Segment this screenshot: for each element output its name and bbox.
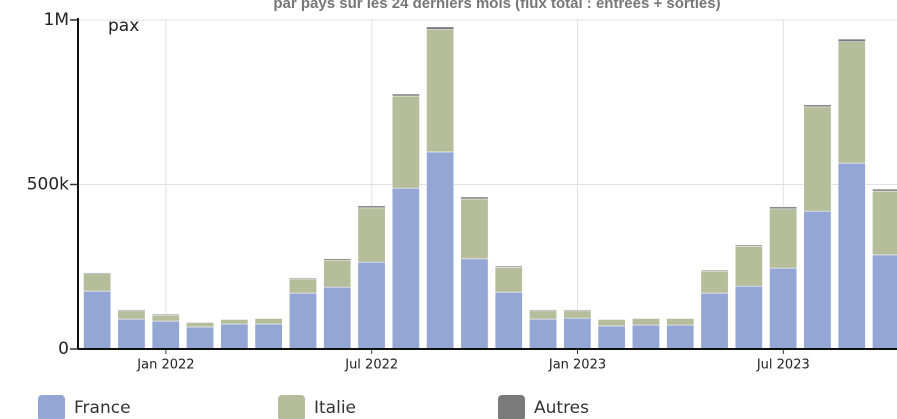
bar-segment [151, 314, 180, 322]
bar-segment [254, 323, 283, 350]
legend-swatch [38, 395, 65, 419]
bar-segment [700, 270, 729, 294]
bar-segment [494, 267, 523, 293]
bar-segment [460, 258, 489, 350]
y-tick-label: 500k [27, 175, 69, 195]
bar-segment [323, 258, 352, 261]
bar-segment [426, 151, 455, 350]
bar-segment [220, 318, 249, 320]
bar-segment [803, 210, 832, 350]
bar-segment [254, 318, 283, 325]
bar-segment [872, 254, 897, 350]
bar-segment [117, 318, 146, 350]
bar-segment [872, 190, 897, 256]
bar-segment [529, 310, 557, 320]
legend-label: Italie [314, 398, 356, 418]
y-tick-label: 0 [58, 339, 69, 359]
bar-segment [666, 324, 695, 350]
bar-segment [323, 259, 352, 288]
bar-segment [426, 29, 455, 153]
bar-segment [494, 265, 523, 268]
bar-segment [803, 106, 832, 212]
bar-segment [357, 205, 386, 209]
bar-segment [151, 320, 180, 350]
bar-segment [220, 319, 249, 325]
bar-segment [837, 38, 866, 42]
bar-segment [837, 162, 866, 350]
bar-segment [666, 317, 695, 319]
bar-segment [563, 309, 592, 312]
bar-segment [391, 93, 420, 97]
bar-segment [632, 317, 660, 319]
bar-segment [494, 291, 523, 350]
bar-segment [323, 286, 352, 350]
bar-segment [289, 277, 317, 280]
legend-label: France [74, 398, 131, 418]
x-tick-label: Jul 2023 [756, 358, 810, 373]
bar-segment [186, 322, 214, 328]
bar-segment [186, 321, 214, 323]
bar-segment [83, 290, 112, 350]
x-tick-label: Jul 2022 [344, 358, 398, 373]
y-tick-label: 1M [44, 10, 69, 30]
bar-segment [391, 95, 420, 189]
bar-segment [734, 285, 763, 350]
bar-segment [632, 318, 660, 326]
bar-segment [632, 324, 660, 350]
bar-segment [597, 319, 626, 327]
bar-segment [289, 292, 317, 350]
bar-segment [254, 317, 283, 319]
chart-title: par pays sur les 24 derniers mois (flux … [273, 0, 720, 12]
legend-swatch [498, 395, 525, 419]
bar-segment [529, 318, 557, 350]
bar-segment [872, 188, 897, 192]
bar-segment [769, 267, 798, 350]
bar-segment [83, 272, 112, 274]
bar-segment [563, 310, 592, 319]
bar-segment [734, 246, 763, 287]
bar-segment [837, 41, 866, 164]
bar-segment [769, 206, 798, 210]
bar-segment [426, 26, 455, 30]
bar-segment [769, 208, 798, 269]
bar-segment [460, 198, 489, 260]
bar-segment [803, 104, 832, 108]
bar-segment [700, 269, 729, 272]
bar-segment [529, 309, 557, 312]
bar-segment [597, 318, 626, 320]
x-tick-label: Jan 2022 [136, 358, 194, 373]
bar-segment [391, 187, 420, 350]
bar-segment [117, 310, 146, 320]
bar-segment [563, 317, 592, 350]
bar-segment [460, 196, 489, 200]
bar-segment [83, 273, 112, 292]
legend-label: Autres [534, 398, 589, 418]
y-axis-label: pax [108, 16, 139, 36]
legend-swatch [278, 395, 305, 419]
bar-segment [597, 325, 626, 350]
bar-segment [700, 292, 729, 350]
bar-segment [220, 323, 249, 350]
bar-segment [289, 278, 317, 294]
bar-segment [151, 313, 180, 316]
bar-segment [666, 318, 695, 326]
bar-segment [357, 261, 386, 350]
bar-segment [117, 309, 146, 312]
bar-segment [357, 207, 386, 263]
bar-segment [734, 244, 763, 247]
x-tick-label: Jan 2023 [548, 358, 606, 373]
bar-segment [186, 326, 214, 350]
